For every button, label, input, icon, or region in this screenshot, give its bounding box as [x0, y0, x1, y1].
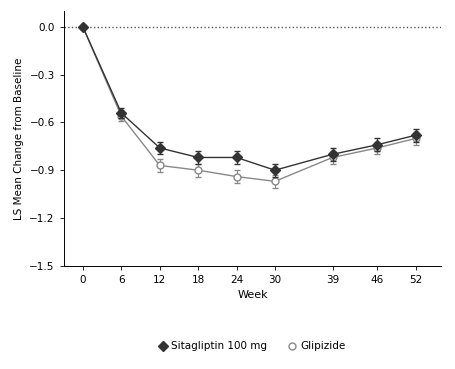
Y-axis label: LS Mean Change from Baseline: LS Mean Change from Baseline — [14, 57, 24, 220]
Legend: Sitagliptin 100 mg, Glipizide: Sitagliptin 100 mg, Glipizide — [155, 337, 350, 355]
X-axis label: Week: Week — [237, 290, 268, 300]
